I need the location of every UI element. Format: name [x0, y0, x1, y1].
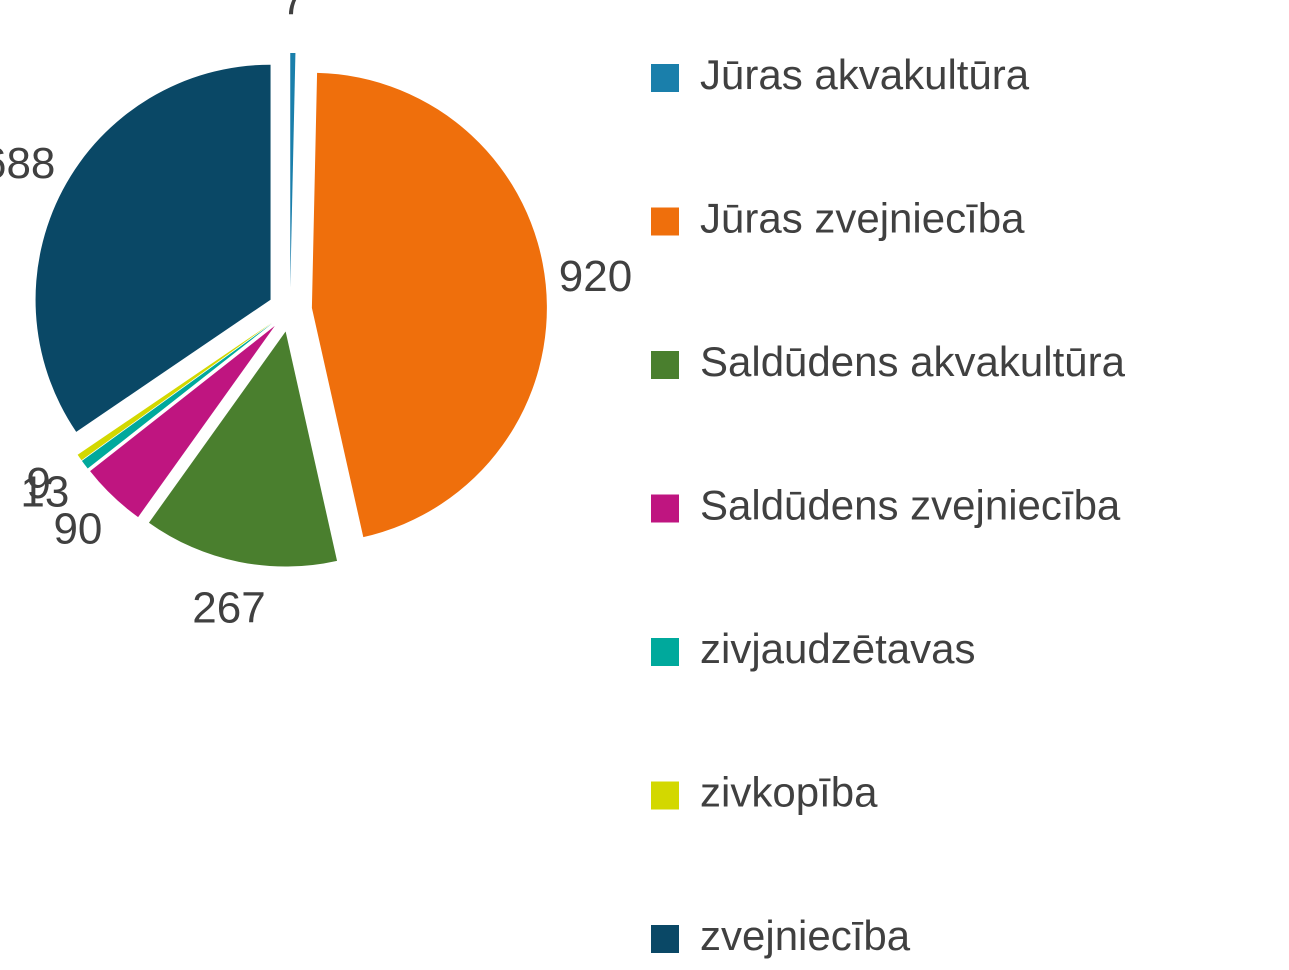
- legend-label: Jūras akvakultūra: [700, 51, 1030, 98]
- data-label: 267: [192, 583, 265, 632]
- pie-slice: [290, 53, 296, 289]
- pie-slice: [148, 331, 338, 567]
- legend-label: Saldūdens zvejniecība: [700, 482, 1121, 529]
- legend-swatch: [651, 638, 679, 666]
- data-label: 920: [559, 252, 632, 301]
- data-label: 13: [20, 467, 69, 516]
- legend-swatch: [651, 781, 679, 810]
- legend-label: zivjaudzētavas: [700, 625, 975, 672]
- legend-swatch: [651, 64, 679, 92]
- data-label: 688: [0, 139, 55, 188]
- legend-label: Jūras zvejniecība: [700, 195, 1025, 242]
- legend-label: Saldūdens akvakultūra: [700, 338, 1126, 385]
- legend-swatch: [651, 207, 679, 236]
- pie-slice: [311, 72, 547, 538]
- data-label: 90: [53, 505, 102, 554]
- legend-label: zvejniecība: [700, 912, 911, 959]
- pie-slice: [77, 322, 272, 461]
- data-label: 9: [26, 459, 50, 508]
- pie-slice: [81, 323, 273, 469]
- pie-slice: [35, 64, 271, 432]
- legend-swatch: [651, 494, 679, 523]
- legend-swatch: [651, 925, 679, 953]
- legend-label: zivkopība: [700, 769, 878, 816]
- data-label: 7: [281, 0, 305, 25]
- pie-slice: [90, 325, 275, 518]
- legend-swatch: [651, 351, 679, 379]
